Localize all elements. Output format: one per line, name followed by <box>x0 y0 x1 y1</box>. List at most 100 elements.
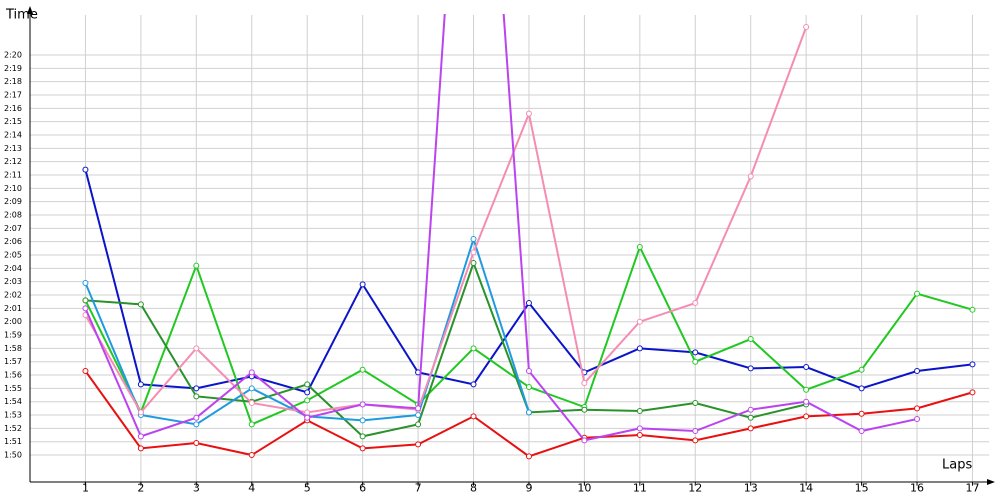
data-point <box>692 300 699 307</box>
data-point <box>803 413 810 420</box>
data-point <box>636 345 643 352</box>
data-point <box>470 413 477 420</box>
y-tick-label: 1:54 <box>4 397 22 406</box>
x-tick-label: 7 <box>415 482 422 495</box>
data-point <box>82 280 89 287</box>
data-point <box>248 400 255 407</box>
data-point <box>636 244 643 251</box>
data-point <box>248 385 255 392</box>
data-point <box>747 406 754 413</box>
data-point <box>304 414 311 421</box>
y-tick-label: 2:13 <box>4 144 22 153</box>
x-tick-label: 10 <box>577 482 591 495</box>
x-tick-label: 4 <box>248 482 255 495</box>
data-point <box>858 366 865 373</box>
data-point <box>747 365 754 372</box>
data-point <box>803 24 810 31</box>
y-tick-label: 2:14 <box>4 131 22 140</box>
data-point <box>747 414 754 421</box>
series-line <box>84 26 808 415</box>
data-point <box>692 358 699 365</box>
y-tick-label: 2:00 <box>4 317 22 326</box>
data-point <box>82 368 89 375</box>
data-point <box>470 236 477 243</box>
data-point <box>470 381 477 388</box>
y-tick-label: 2:20 <box>4 51 22 60</box>
data-point <box>636 408 643 415</box>
x-tick-label: 12 <box>688 482 702 495</box>
data-point <box>193 393 200 400</box>
data-point <box>193 421 200 428</box>
x-tick-label: 9 <box>525 482 532 495</box>
data-point <box>415 412 422 419</box>
data-point <box>470 345 477 352</box>
data-point <box>415 405 422 412</box>
data-point <box>248 369 255 376</box>
data-point <box>193 440 200 447</box>
y-tick-label: 1:59 <box>4 331 22 340</box>
data-point <box>137 445 144 452</box>
data-point <box>747 173 754 180</box>
data-point <box>415 421 422 428</box>
data-point <box>747 425 754 432</box>
data-point <box>525 384 532 391</box>
data-point <box>82 166 89 173</box>
data-point <box>193 414 200 421</box>
y-tick-label: 2:04 <box>4 264 22 273</box>
x-axis-label: Laps <box>942 458 972 473</box>
series-line <box>85 260 807 438</box>
x-tick-label: 8 <box>470 482 477 495</box>
y-tick-label: 2:15 <box>4 117 22 126</box>
y-tick-label: 2:05 <box>4 251 22 260</box>
data-point <box>359 401 366 408</box>
y-tick-label: 2:12 <box>4 157 22 166</box>
data-point <box>137 433 144 440</box>
y-tick-label: 1:57 <box>4 357 22 366</box>
y-tick-label: 2:11 <box>4 171 22 180</box>
data-point <box>304 409 311 416</box>
data-point <box>581 406 588 413</box>
data-point <box>525 300 532 307</box>
x-tick-label: 2 <box>137 482 144 495</box>
y-tick-label: 2:02 <box>4 291 22 300</box>
y-tick-label: 1:50 <box>4 451 22 460</box>
data-point <box>525 110 532 117</box>
x-tick-label: 16 <box>910 482 924 495</box>
data-point <box>692 428 699 435</box>
data-point <box>248 421 255 428</box>
y-tick-label: 2:03 <box>4 277 22 286</box>
data-point <box>636 432 643 439</box>
data-point <box>914 290 921 297</box>
data-point <box>692 349 699 356</box>
data-point <box>914 416 921 423</box>
data-point <box>304 397 311 404</box>
data-point <box>747 336 754 343</box>
data-point <box>137 381 144 388</box>
data-point <box>82 297 89 304</box>
data-point <box>969 389 976 396</box>
y-tick-label: 2:07 <box>4 224 22 233</box>
data-point <box>581 437 588 444</box>
data-point <box>359 445 366 452</box>
data-point <box>803 364 810 371</box>
data-point <box>359 417 366 424</box>
data-point <box>248 452 255 459</box>
y-tick-label: 1:55 <box>4 384 22 393</box>
data-point <box>193 345 200 352</box>
data-point <box>82 305 89 312</box>
x-tick-label: 17 <box>965 482 979 495</box>
data-point <box>304 389 311 396</box>
y-tick-label: 1:53 <box>4 411 22 420</box>
y-tick-label: 2:10 <box>4 184 22 193</box>
data-point <box>969 361 976 368</box>
data-point <box>415 441 422 448</box>
data-point <box>193 385 200 392</box>
data-point <box>193 262 200 269</box>
y-axis-label: Time <box>5 8 38 23</box>
data-point <box>525 453 532 460</box>
data-point <box>803 386 810 393</box>
data-point <box>692 400 699 407</box>
series-line <box>84 14 918 442</box>
y-tick-label: 2:08 <box>4 211 22 220</box>
x-tick-label: 11 <box>633 482 647 495</box>
